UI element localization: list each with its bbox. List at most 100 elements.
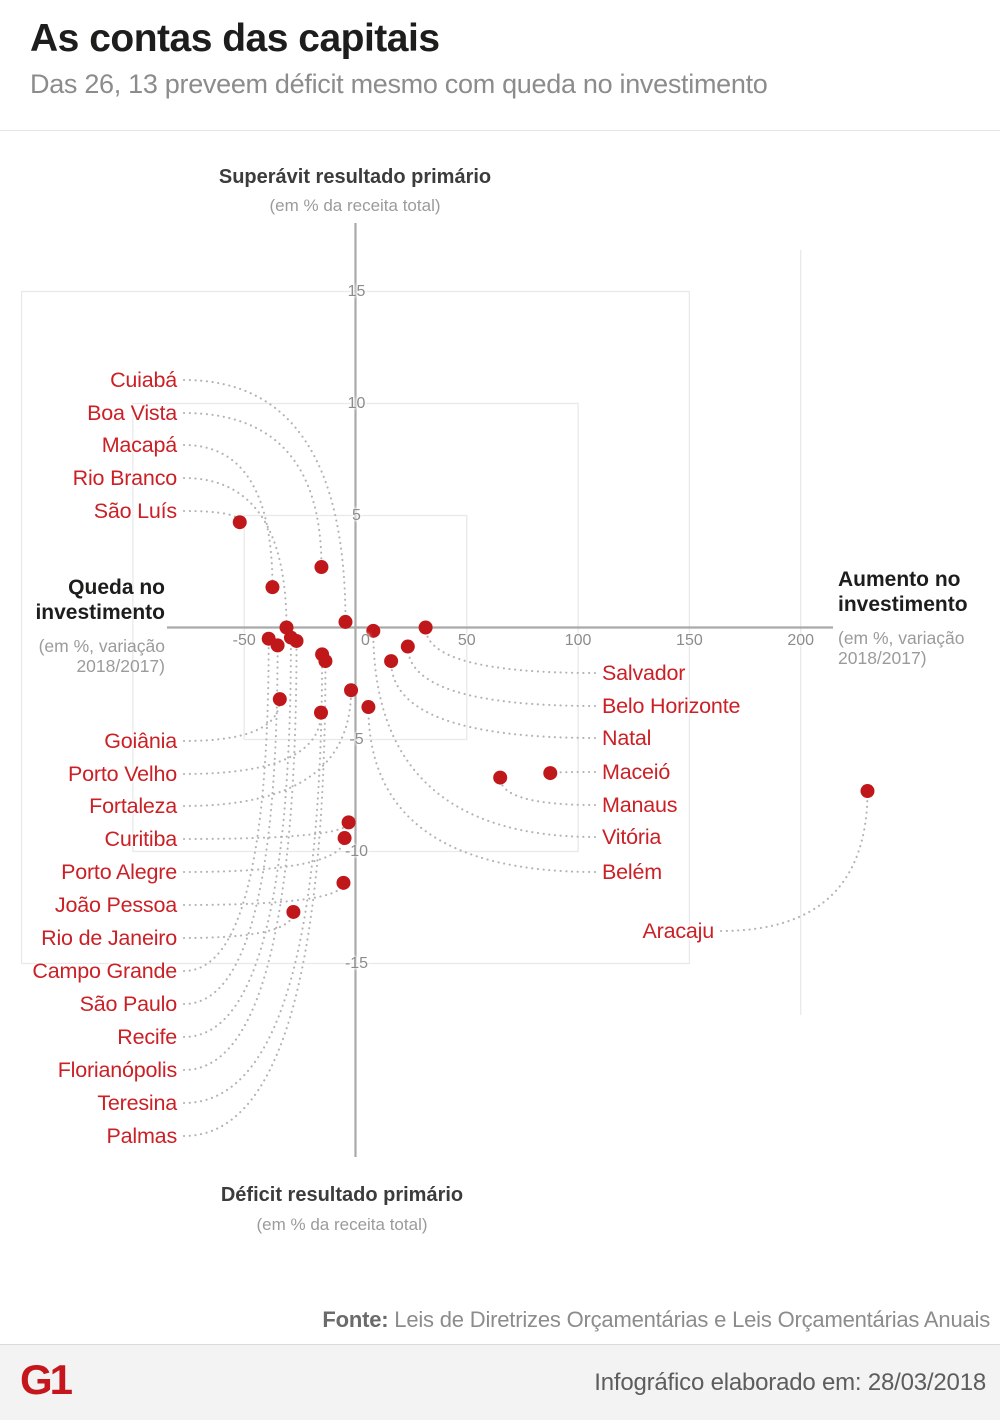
city-label-João Pessoa: João Pessoa: [54, 893, 177, 917]
leader-line: [182, 509, 241, 524]
leader-line: [182, 698, 281, 743]
data-point-São Paulo: [270, 638, 285, 653]
spacer: [35, 626, 165, 636]
x-axis-right-title: Aumento no investimento (em %, variação …: [838, 568, 968, 669]
leader-line: [182, 637, 270, 973]
leader-line: [719, 789, 869, 933]
y-axis-top-title: Superávit resultado primário: [218, 166, 492, 188]
data-point-Curitiba: [341, 815, 356, 830]
x-axis-right-sub-line2: 2018/2017): [838, 648, 927, 669]
y-axis-bottom-title: Déficit resultado primário: [220, 1184, 464, 1206]
x-axis-right-title-line2: investimento: [838, 592, 968, 616]
city-label-Campo Grande: Campo Grande: [32, 959, 177, 983]
city-label-Teresina: Teresina: [97, 1091, 177, 1115]
city-label-Florianópolis: Florianópolis: [57, 1058, 177, 1082]
data-point-Macapá: [265, 580, 280, 595]
data-point-Goiânia: [272, 692, 287, 707]
x-tick--50: -50: [232, 632, 256, 649]
city-label-Boa Vista: Boa Vista: [87, 401, 177, 425]
y-tick--15: -15: [344, 954, 369, 972]
data-point-João Pessoa: [336, 875, 351, 890]
x-axis-left-title-line1: Queda no: [68, 576, 165, 599]
leader-line: [182, 411, 323, 569]
leader-line: [182, 910, 295, 940]
city-label-São Luís: São Luís: [93, 499, 177, 523]
x-tick-50: 50: [457, 632, 476, 649]
leader-line: [182, 443, 274, 589]
city-label-Salvador: Salvador: [602, 661, 686, 685]
leader-line: [182, 660, 327, 1138]
city-label-Cuiabá: Cuiabá: [110, 368, 177, 392]
city-label-Maceió: Maceió: [602, 760, 671, 784]
data-point-Natal: [384, 654, 399, 669]
data-point-Rio de Janeiro: [286, 904, 301, 919]
city-label-Macapá: Macapá: [101, 433, 177, 457]
y-tick-5: 5: [352, 506, 361, 524]
g1-logo: G1: [20, 1356, 73, 1403]
data-point-Boa Vista: [314, 560, 329, 575]
leader-line: [182, 644, 279, 1006]
leader-line: [182, 636, 292, 1039]
data-point-Porto Velho: [313, 705, 328, 720]
x-tick-200: 200: [787, 632, 815, 649]
city-label-Rio Branco: Rio Branco: [72, 466, 178, 490]
city-label-Natal: Natal: [602, 726, 652, 750]
leader-line: [499, 776, 597, 807]
data-point-São Luís: [232, 515, 247, 530]
city-label-Aracaju: Aracaju: [642, 919, 715, 943]
leader-line: [182, 653, 324, 1105]
city-label-Rio de Janeiro: Rio de Janeiro: [41, 926, 177, 950]
data-point-Salvador: [418, 620, 433, 635]
y-tick-15: 15: [347, 282, 366, 300]
city-label-Curitiba: Curitiba: [104, 827, 178, 851]
x-tick-0: 0: [361, 632, 370, 649]
y-axis-bottom-subtitle: (em % da receita total): [256, 1215, 428, 1234]
city-label-Porto Alegre: Porto Alegre: [61, 860, 177, 884]
city-label-Fortaleza: Fortaleza: [89, 794, 177, 818]
y-tick--5: -5: [349, 730, 364, 748]
data-point-Aracaju: [860, 784, 875, 799]
city-label-Palmas: Palmas: [106, 1124, 178, 1148]
data-point-Florianópolis: [289, 633, 304, 648]
city-label-Belém: Belém: [602, 860, 662, 884]
x-axis-left-sub-line2: 2018/2017): [76, 656, 165, 677]
leader-line: [372, 629, 597, 839]
city-label-Vitória: Vitória: [602, 825, 662, 849]
leader-line: [182, 689, 353, 808]
leader-line: [182, 881, 345, 907]
city-label-São Paulo: São Paulo: [79, 992, 178, 1016]
page-title: As contas das capitais: [30, 17, 440, 60]
x-axis-left-title-line2: investimento: [35, 600, 165, 624]
leader-line: [406, 645, 597, 708]
header: As contas das capitais Das 26, 13 prevee…: [30, 17, 970, 100]
data-point-Manaus: [493, 770, 508, 785]
credit-text: Infográfico elaborado em: 28/03/2018: [594, 1369, 986, 1396]
source-label: Fonte:: [322, 1307, 389, 1332]
city-label-Belo Horizonte: Belo Horizonte: [602, 694, 741, 718]
x-tick-100: 100: [564, 632, 592, 649]
x-axis-right-title-line1: Aumento no: [838, 568, 961, 591]
data-point-Porto Alegre: [337, 831, 352, 846]
footer-divider: [0, 1344, 1000, 1345]
y-tick--10: -10: [344, 842, 369, 860]
page-subtitle: Das 26, 13 preveem déficit mesmo com que…: [30, 68, 768, 99]
leader-line: [367, 705, 597, 874]
leader-line: [549, 770, 597, 775]
y-axis-top-subtitle: (em % da receita total): [269, 196, 441, 215]
x-axis-left-sub-line1: (em %, variação: [38, 635, 165, 656]
source-line: Fonte: Leis de Diretrizes Orçamentárias …: [322, 1307, 990, 1333]
city-label-Recife: Recife: [117, 1025, 177, 1049]
data-point-Vitória: [366, 623, 381, 638]
spacer: [838, 618, 968, 628]
header-divider: [0, 130, 1000, 131]
x-axis-left-title: Queda no investimento (em %, variação 20…: [35, 576, 165, 677]
data-point-Fortaleza: [344, 683, 359, 698]
city-label-Manaus: Manaus: [602, 793, 678, 817]
y-tick-10: 10: [347, 394, 366, 412]
data-point-Palmas: [318, 654, 333, 669]
city-label-Goiânia: Goiânia: [104, 729, 177, 753]
x-axis-right-sub-line1: (em %, variação: [838, 627, 965, 648]
